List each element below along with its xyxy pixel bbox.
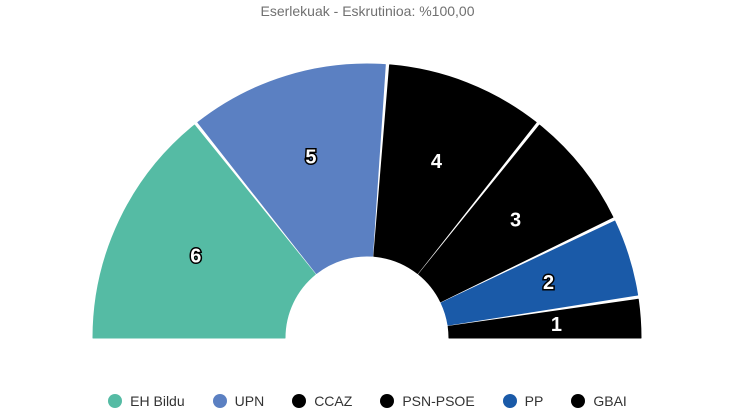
slice-gbai[interactable] xyxy=(447,298,642,339)
slice-psn-psoe[interactable] xyxy=(418,124,614,303)
legend-swatch xyxy=(502,394,517,408)
legend-item-eh-bildu[interactable]: EH Bildu xyxy=(108,393,185,409)
legend-item-psn-psoe[interactable]: PSN-PSOE xyxy=(380,393,475,409)
legend-item-gbai[interactable]: GBAI xyxy=(571,393,627,409)
legend-swatch xyxy=(212,394,227,408)
legend-item-ccaz[interactable]: CCAZ xyxy=(292,393,352,409)
legend-item-pp[interactable]: PP xyxy=(502,393,544,409)
legend-swatch xyxy=(292,394,307,408)
legend-label: PP xyxy=(524,393,544,409)
seat-label-gbai: 1 xyxy=(551,314,562,336)
legend-label: GBAI xyxy=(593,393,627,409)
slice-upn[interactable] xyxy=(197,63,386,274)
legend-item-upn[interactable]: UPN xyxy=(212,393,265,409)
seat-label-eh-bildu: 6 xyxy=(190,246,201,268)
seat-label-ccaz: 4 xyxy=(431,151,443,173)
seat-label-psn-psoe: 3 xyxy=(510,210,521,232)
legend-swatch xyxy=(571,394,586,408)
legend-swatch xyxy=(108,394,123,408)
legend-label: CCAZ xyxy=(314,393,353,409)
seat-label-pp: 2 xyxy=(543,272,554,294)
slice-pp[interactable] xyxy=(440,220,639,326)
slice-eh-bildu[interactable] xyxy=(92,124,316,339)
chart-legend: EH Bildu UPN CCAZ PSN-PSOE PP GBAI xyxy=(0,393,735,409)
chart-title: Eserlekuak - Eskrutinioa: %100,00 xyxy=(260,3,475,19)
legend-label: PSN-PSOE xyxy=(402,393,475,409)
seat-label-upn: 5 xyxy=(305,146,316,168)
slice-ccaz[interactable] xyxy=(373,64,537,274)
legend-label: UPN xyxy=(234,393,265,409)
legend-label: EH Bildu xyxy=(130,393,185,409)
legend-swatch xyxy=(380,394,395,408)
